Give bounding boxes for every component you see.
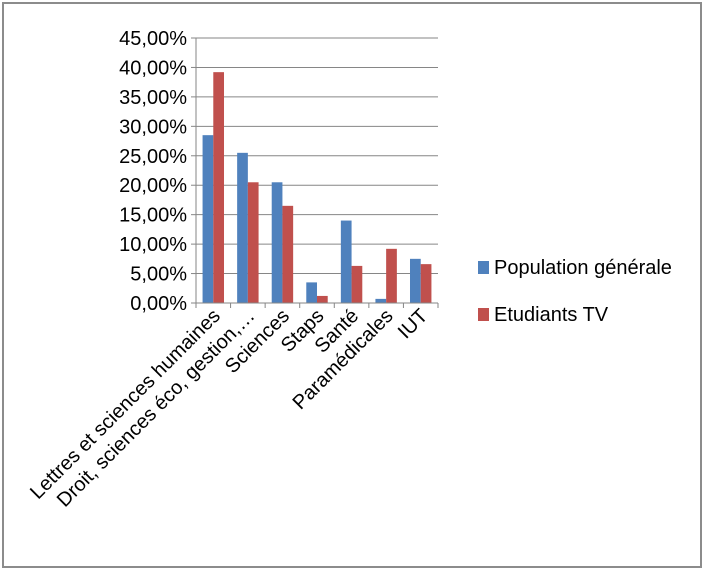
legend-label: Population générale <box>494 257 672 279</box>
y-tick-label: 30,00% <box>119 116 187 138</box>
legend: Population générale Etudiants TV <box>478 257 672 326</box>
bar <box>213 72 225 304</box>
legend-label: Etudiants TV <box>494 304 609 326</box>
bar <box>317 295 328 303</box>
x-axis <box>195 38 439 308</box>
bar <box>375 298 387 303</box>
bar <box>202 135 214 303</box>
legend-swatch <box>478 261 489 274</box>
x-category-label: IUT <box>394 305 432 343</box>
bar <box>271 182 283 303</box>
x-category-label: Lettres et sciences humaines <box>26 305 225 504</box>
y-axis-ticks: 0,00% 5,00% 10,00% 15,00% 20,00% 25,00% 30,00%… <box>119 28 196 315</box>
bar <box>247 182 259 303</box>
y-tick-label: 35,00% <box>119 87 187 109</box>
bar <box>386 248 397 303</box>
y-tick-label: 45,00% <box>119 28 187 50</box>
bar <box>351 265 363 303</box>
bar <box>340 220 352 303</box>
y-tick-label: 5,00% <box>130 264 187 286</box>
y-tick-label: 15,00% <box>119 205 187 227</box>
y-tick-label: 10,00% <box>119 234 187 256</box>
x-category-label: Droit, sciences éco, gestion,… <box>53 305 260 512</box>
y-tick-label: 25,00% <box>119 146 187 168</box>
bar <box>282 205 294 303</box>
y-tick-label: 0,00% <box>130 293 187 315</box>
legend-swatch <box>478 308 489 321</box>
gridlines <box>196 37 438 275</box>
bars <box>202 72 432 304</box>
bar <box>409 258 421 303</box>
bar <box>420 264 432 303</box>
bar <box>237 152 248 303</box>
bar <box>306 282 317 303</box>
y-tick-label: 20,00% <box>119 175 187 197</box>
y-tick-label: 40,00% <box>119 57 187 79</box>
